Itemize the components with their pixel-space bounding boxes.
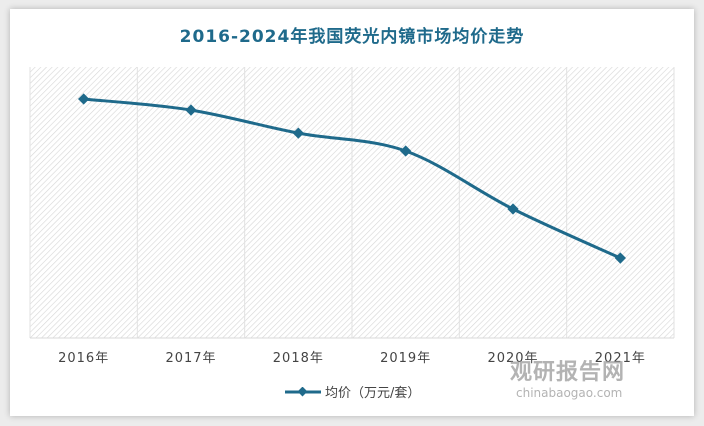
x-tick-label: 2017年 <box>165 351 216 366</box>
data-point-marker <box>507 203 519 215</box>
x-tick-label: 2016年 <box>58 351 109 366</box>
data-point-marker <box>614 252 626 264</box>
legend-label: 均价（万元/套） <box>325 386 421 401</box>
x-tick-label: 2019年 <box>380 351 431 366</box>
watermark-logo: 观研报告网 chinabaogao.com <box>462 354 625 400</box>
chart-title: 2016-2024年我国荧光内镜市场均价走势 <box>179 27 525 47</box>
watermark-en: chinabaogao.com <box>516 386 623 400</box>
x-tick-label: 2020年 <box>487 351 538 366</box>
x-tick-label: 2018年 <box>273 351 324 366</box>
watermark-cn: 观研报告网 <box>510 360 626 385</box>
legend-line-icon <box>285 386 321 396</box>
data-point-marker <box>292 127 304 139</box>
x-tick-label: 2021年 <box>595 351 646 366</box>
series-line <box>83 97 621 260</box>
data-point-marker <box>400 145 412 157</box>
legend: 均价（万元/套） <box>285 382 420 401</box>
